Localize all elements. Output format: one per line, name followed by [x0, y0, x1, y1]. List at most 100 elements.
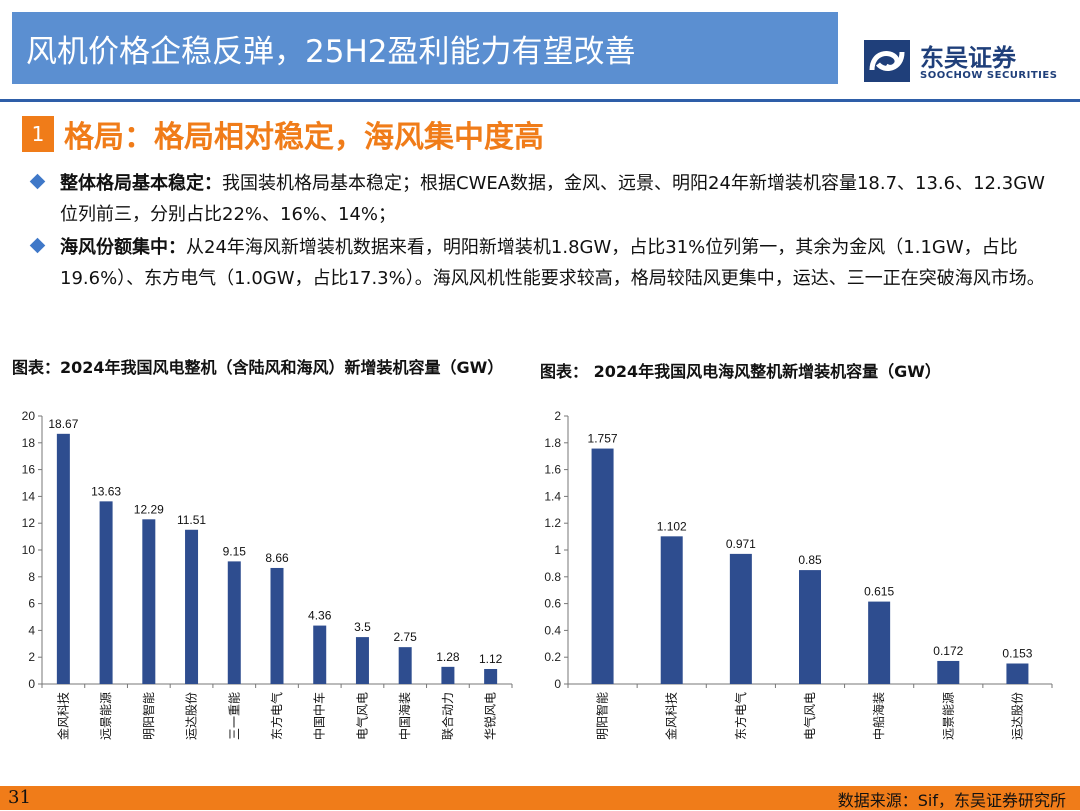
- y-tick-label: 0.6: [544, 597, 561, 611]
- footer-bar: [0, 786, 1080, 810]
- data-label: 0.971: [726, 537, 756, 551]
- data-label: 1.757: [588, 432, 618, 446]
- bullet-list: 整体格局基本稳定：我国装机格局基本稳定；根据CWEA数据，金风、远景、明阳24年…: [29, 168, 1060, 296]
- y-tick-label: 6: [28, 597, 35, 611]
- category-label: 运达股份: [185, 692, 199, 740]
- bar: [591, 448, 614, 684]
- category-label: 金风科技: [664, 692, 679, 740]
- data-label: 18.67: [48, 417, 78, 431]
- bar: [937, 660, 960, 684]
- bar: [660, 536, 683, 684]
- chart-offshore-installations: 0 0.2 0.4 0.6 0.8 1 1.2 1.4 1.6 1.8 2 1.757 明阳智能 1.10…: [544, 409, 1053, 740]
- y-tick-label: 0: [28, 677, 35, 691]
- y-tick-label: 2: [28, 650, 35, 664]
- diamond-bullet-icon: [29, 173, 46, 190]
- category-label: 金风科技: [55, 692, 70, 740]
- bar: [441, 666, 455, 684]
- y-tick-label: 2: [554, 409, 561, 423]
- diamond-bullet-icon: [29, 237, 46, 254]
- bar: [185, 529, 199, 684]
- data-source: 数据来源：Sif，东吴证券研究所: [837, 791, 1066, 810]
- category-label: 电气风电: [802, 692, 817, 740]
- data-label: 3.5: [354, 620, 371, 634]
- data-label: 0.85: [798, 553, 822, 567]
- bullet-heading: 海风份额集中：: [60, 237, 186, 258]
- y-tick-label: 0.4: [544, 623, 561, 637]
- data-label: 1.28: [436, 650, 460, 664]
- category-label: 远景能源: [99, 692, 113, 740]
- bullet-heading: 整体格局基本稳定：: [60, 173, 222, 194]
- y-tick-label: 20: [22, 409, 36, 423]
- y-tick-label: 1.8: [544, 436, 561, 450]
- category-label: 明阳智能: [141, 692, 156, 740]
- data-label: 9.15: [223, 544, 247, 558]
- logo-text-cn: 东吴证券: [920, 44, 1016, 72]
- section-number: 1: [22, 116, 54, 152]
- data-label: 1.12: [479, 652, 503, 666]
- data-label: 1.102: [657, 519, 687, 533]
- bar: [398, 647, 412, 684]
- bar: [1006, 663, 1029, 684]
- category-label: 明阳智能: [595, 692, 610, 740]
- header-rule: [0, 99, 1080, 102]
- category-label: 中国中车: [312, 692, 327, 740]
- bar: [868, 601, 891, 684]
- bar: [484, 668, 498, 684]
- bar: [270, 567, 284, 684]
- y-tick-label: 1.2: [544, 516, 561, 530]
- category-label: 中国海装: [397, 692, 412, 740]
- chart-title-left: 图表：2024年我国风电整机（含陆风和海风）新增装机容量（GW）: [12, 358, 504, 377]
- y-tick-label: 1: [554, 543, 561, 557]
- bar: [99, 501, 113, 684]
- bar: [56, 433, 70, 684]
- bullet-item: 海风份额集中：从24年海风新增装机数据来看，明阳新增装机1.8GW，占比31%位…: [29, 232, 1060, 294]
- category-label: 三一重能: [227, 692, 241, 740]
- y-tick-label: 10: [22, 543, 36, 557]
- y-tick-label: 14: [22, 489, 36, 503]
- bar: [313, 625, 327, 684]
- data-label: 13.63: [91, 484, 121, 498]
- bar: [729, 553, 752, 684]
- y-tick-label: 1.4: [544, 489, 561, 503]
- category-label: 电气风电: [354, 692, 369, 740]
- chart-total-installations: 0 2 4 6 8 10 12 14 16 18 20 18.67 金风科技 13.63 远景能源 12.29…: [22, 409, 513, 740]
- data-label: 4.36: [308, 609, 332, 623]
- brand-logo: 东吴证券 SOOCHOW SECURITIES: [862, 38, 1062, 86]
- data-label: 8.66: [265, 551, 289, 565]
- y-tick-label: 4: [28, 623, 35, 637]
- y-tick-label: 8: [28, 570, 35, 584]
- data-label: 0.615: [864, 585, 894, 599]
- y-tick-label: 0: [554, 677, 561, 691]
- slide-title: 风机价格企稳反弹，25H2盈利能力有望改善: [26, 33, 636, 70]
- category-label: 远景能源: [941, 692, 955, 740]
- bullet-item: 整体格局基本稳定：我国装机格局基本稳定；根据CWEA数据，金风、远景、明阳24年…: [29, 168, 1060, 230]
- y-tick-label: 0.2: [544, 650, 561, 664]
- y-tick-label: 0.8: [544, 570, 561, 584]
- bar: [355, 637, 369, 684]
- data-label: 0.172: [933, 644, 963, 658]
- logo-text-en: SOOCHOW SECURITIES: [920, 70, 1058, 81]
- y-tick-label: 1.6: [544, 463, 561, 477]
- page-number: 31: [8, 787, 31, 808]
- bar: [142, 519, 156, 684]
- bullet-text: 我国装机格局基本稳定；根据CWEA数据，金风、远景、明阳24年新增装机容量18.…: [60, 173, 1045, 225]
- chart-title-right: 图表： 2024年我国风电海风整机新增装机容量（GW）: [540, 362, 941, 381]
- category-label: 运达股份: [1010, 692, 1024, 740]
- section-title: 格局：格局相对稳定，海风集中度高: [64, 120, 544, 155]
- y-tick-label: 18: [22, 436, 36, 450]
- bullet-text: 从24年海风新增装机数据来看，明阳新增装机1.8GW，占比31%位列第一，其余为…: [60, 237, 1045, 289]
- soochow-logo-icon: [864, 40, 910, 82]
- category-label: 东方电气: [269, 692, 284, 740]
- data-label: 12.29: [134, 502, 164, 516]
- category-label: 华锐风电: [484, 692, 498, 740]
- data-label: 11.51: [177, 513, 206, 527]
- category-label: 东方电气: [733, 692, 748, 740]
- slide-title-bar: 风机价格企稳反弹，25H2盈利能力有望改善: [12, 12, 838, 84]
- y-tick-label: 12: [22, 516, 36, 530]
- bar: [799, 570, 821, 684]
- category-label: 联合动力: [440, 692, 455, 740]
- data-label: 0.153: [1002, 646, 1032, 660]
- y-tick-label: 16: [22, 463, 36, 477]
- bar: [227, 561, 241, 684]
- data-label: 2.75: [394, 630, 418, 644]
